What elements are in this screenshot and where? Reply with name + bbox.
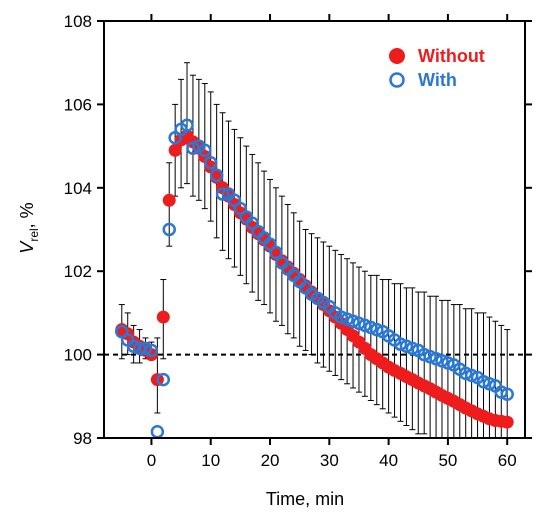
point-with: [370, 322, 384, 337]
point-with: [399, 339, 414, 354]
point-with: [352, 316, 366, 331]
error-bar-37: [367, 274, 374, 401]
point-with: [441, 356, 455, 370]
point-with: [144, 343, 159, 358]
y-axis-title-main: V: [17, 240, 37, 254]
error-bar-47: [427, 295, 434, 438]
point-with: [334, 310, 348, 324]
point-with: [393, 337, 408, 351]
point-with: [180, 118, 194, 132]
error-bar-46: [421, 291, 428, 435]
point-with: [203, 156, 218, 170]
legend-label-with: With: [418, 70, 457, 90]
x-tick-label-60: 60: [498, 451, 517, 470]
point-with: [358, 318, 372, 333]
point-with: [156, 372, 171, 387]
y-tick-label-100: 100: [64, 346, 92, 365]
x-tick-label-30: 30: [320, 451, 339, 470]
y-axis-title: Vrel, %: [17, 202, 41, 253]
legend-marker-with: [389, 72, 405, 88]
point-with: [435, 354, 449, 368]
point-with: [423, 349, 437, 364]
point-with: [500, 387, 514, 401]
legend-label-without: Without: [418, 46, 485, 66]
plot-frame: [103, 20, 526, 439]
error-bar-43: [403, 287, 410, 426]
y-tick-label-106: 106: [64, 95, 92, 114]
point-with: [138, 341, 153, 356]
error-bar-41: [391, 283, 398, 418]
point-without: [156, 310, 170, 324]
point-with: [198, 143, 212, 158]
x-tick-label-20: 20: [261, 451, 280, 470]
point-with: [405, 341, 420, 356]
point-with: [476, 374, 491, 389]
point-with: [417, 347, 431, 362]
error-bar-39: [379, 279, 386, 410]
legend-marker-without: [389, 48, 405, 64]
point-with: [364, 320, 378, 335]
x-tick-label-50: 50: [438, 451, 457, 470]
point-with: [458, 366, 473, 381]
point-with: [494, 385, 509, 399]
point-with: [269, 245, 283, 260]
point-without: [162, 193, 176, 207]
y-tick-label-104: 104: [64, 179, 92, 198]
legend: Without With: [389, 46, 485, 90]
error-bar-45: [415, 291, 422, 435]
point-with: [209, 168, 224, 183]
error-bar-38: [373, 274, 380, 406]
y-axis-title-rest: , %: [17, 202, 37, 228]
error-bar-42: [397, 283, 404, 422]
point-with: [482, 377, 497, 391]
y-tick-label-98: 98: [73, 429, 92, 448]
x-tick-label-10: 10: [201, 451, 220, 470]
point-with: [162, 222, 176, 237]
error-bar-36: [361, 270, 368, 397]
error-bars: [118, 62, 511, 438]
error-bar-40: [385, 279, 392, 414]
error-bar-6: [184, 62, 191, 185]
error-bar-44: [409, 287, 416, 431]
x-axis-title: Time, min: [266, 489, 344, 509]
point-with: [150, 424, 165, 439]
y-tick-label-102: 102: [64, 262, 92, 281]
point-with: [215, 187, 230, 201]
axis-ticks: 0 10 20 30 40 50 60 98 100 102 104 106 108: [64, 12, 532, 470]
error-bar-48: [433, 295, 440, 438]
point-with: [464, 368, 479, 383]
point-with: [340, 312, 354, 326]
point-with: [429, 352, 443, 366]
series-with: [115, 118, 514, 439]
y-tick-label-108: 108: [64, 12, 92, 31]
x-tick-label-40: 40: [379, 451, 398, 470]
error-bar-49: [438, 299, 445, 438]
x-tick-label-0: 0: [147, 451, 156, 470]
point-with: [346, 314, 360, 328]
y-axis-title-sub: rel: [27, 228, 41, 241]
point-without: [500, 415, 514, 429]
